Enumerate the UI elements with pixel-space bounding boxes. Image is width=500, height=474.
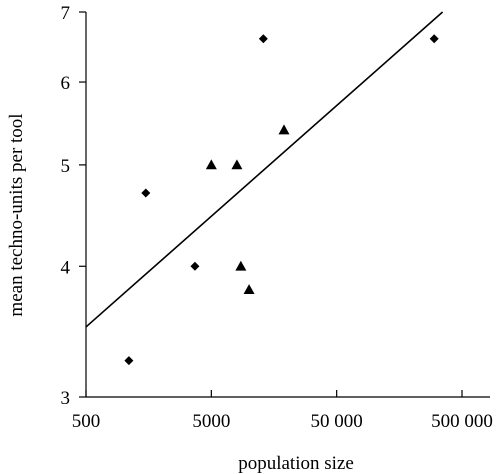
plot-area	[85, 12, 490, 398]
diamond-point	[190, 261, 200, 271]
y-tick-label: 5	[61, 156, 71, 177]
triangle-point	[278, 124, 290, 135]
diamond-point	[124, 356, 134, 366]
diamond-point	[429, 34, 439, 44]
x-tick-label: 500	[72, 411, 101, 432]
triangle-point	[235, 260, 247, 271]
diamond-point	[141, 188, 151, 198]
diamond-point	[258, 34, 268, 44]
triangle-point	[231, 159, 243, 170]
triangle-point	[205, 159, 217, 170]
x-tick-label: 500 000	[431, 411, 493, 432]
y-tick-label: 7	[61, 3, 71, 24]
x-tick-label: 5000	[192, 411, 230, 432]
regression-line-layer	[85, 11, 444, 328]
x-tick-label: 50 000	[311, 411, 363, 432]
y-axis-ticks: 3 4 5 6 7	[61, 3, 86, 409]
y-tick-label: 6	[61, 73, 71, 94]
x-axis-ticks: 500 5000 50 000 500 000	[72, 390, 493, 432]
y-tick-label: 4	[61, 257, 71, 278]
data-points	[124, 34, 439, 366]
regression-line	[85, 11, 444, 328]
triangle-point	[243, 284, 255, 294]
x-axis-title: population size	[238, 453, 354, 474]
y-axis-title: mean techno-units per tool	[6, 113, 27, 316]
y-tick-label: 3	[61, 388, 71, 409]
